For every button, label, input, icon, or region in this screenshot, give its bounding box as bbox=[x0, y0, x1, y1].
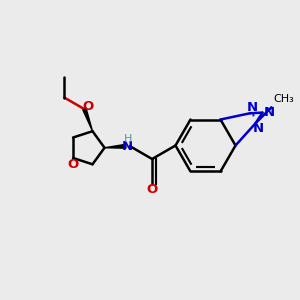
Text: O: O bbox=[146, 183, 158, 196]
Polygon shape bbox=[83, 109, 92, 131]
Polygon shape bbox=[104, 144, 126, 148]
Text: H: H bbox=[123, 134, 132, 144]
Text: O: O bbox=[68, 158, 79, 171]
Text: O: O bbox=[82, 100, 93, 113]
Text: CH₃: CH₃ bbox=[274, 94, 294, 104]
Text: N: N bbox=[252, 122, 263, 135]
Text: N: N bbox=[247, 101, 258, 114]
Text: N: N bbox=[263, 106, 274, 119]
Text: N: N bbox=[122, 140, 133, 153]
